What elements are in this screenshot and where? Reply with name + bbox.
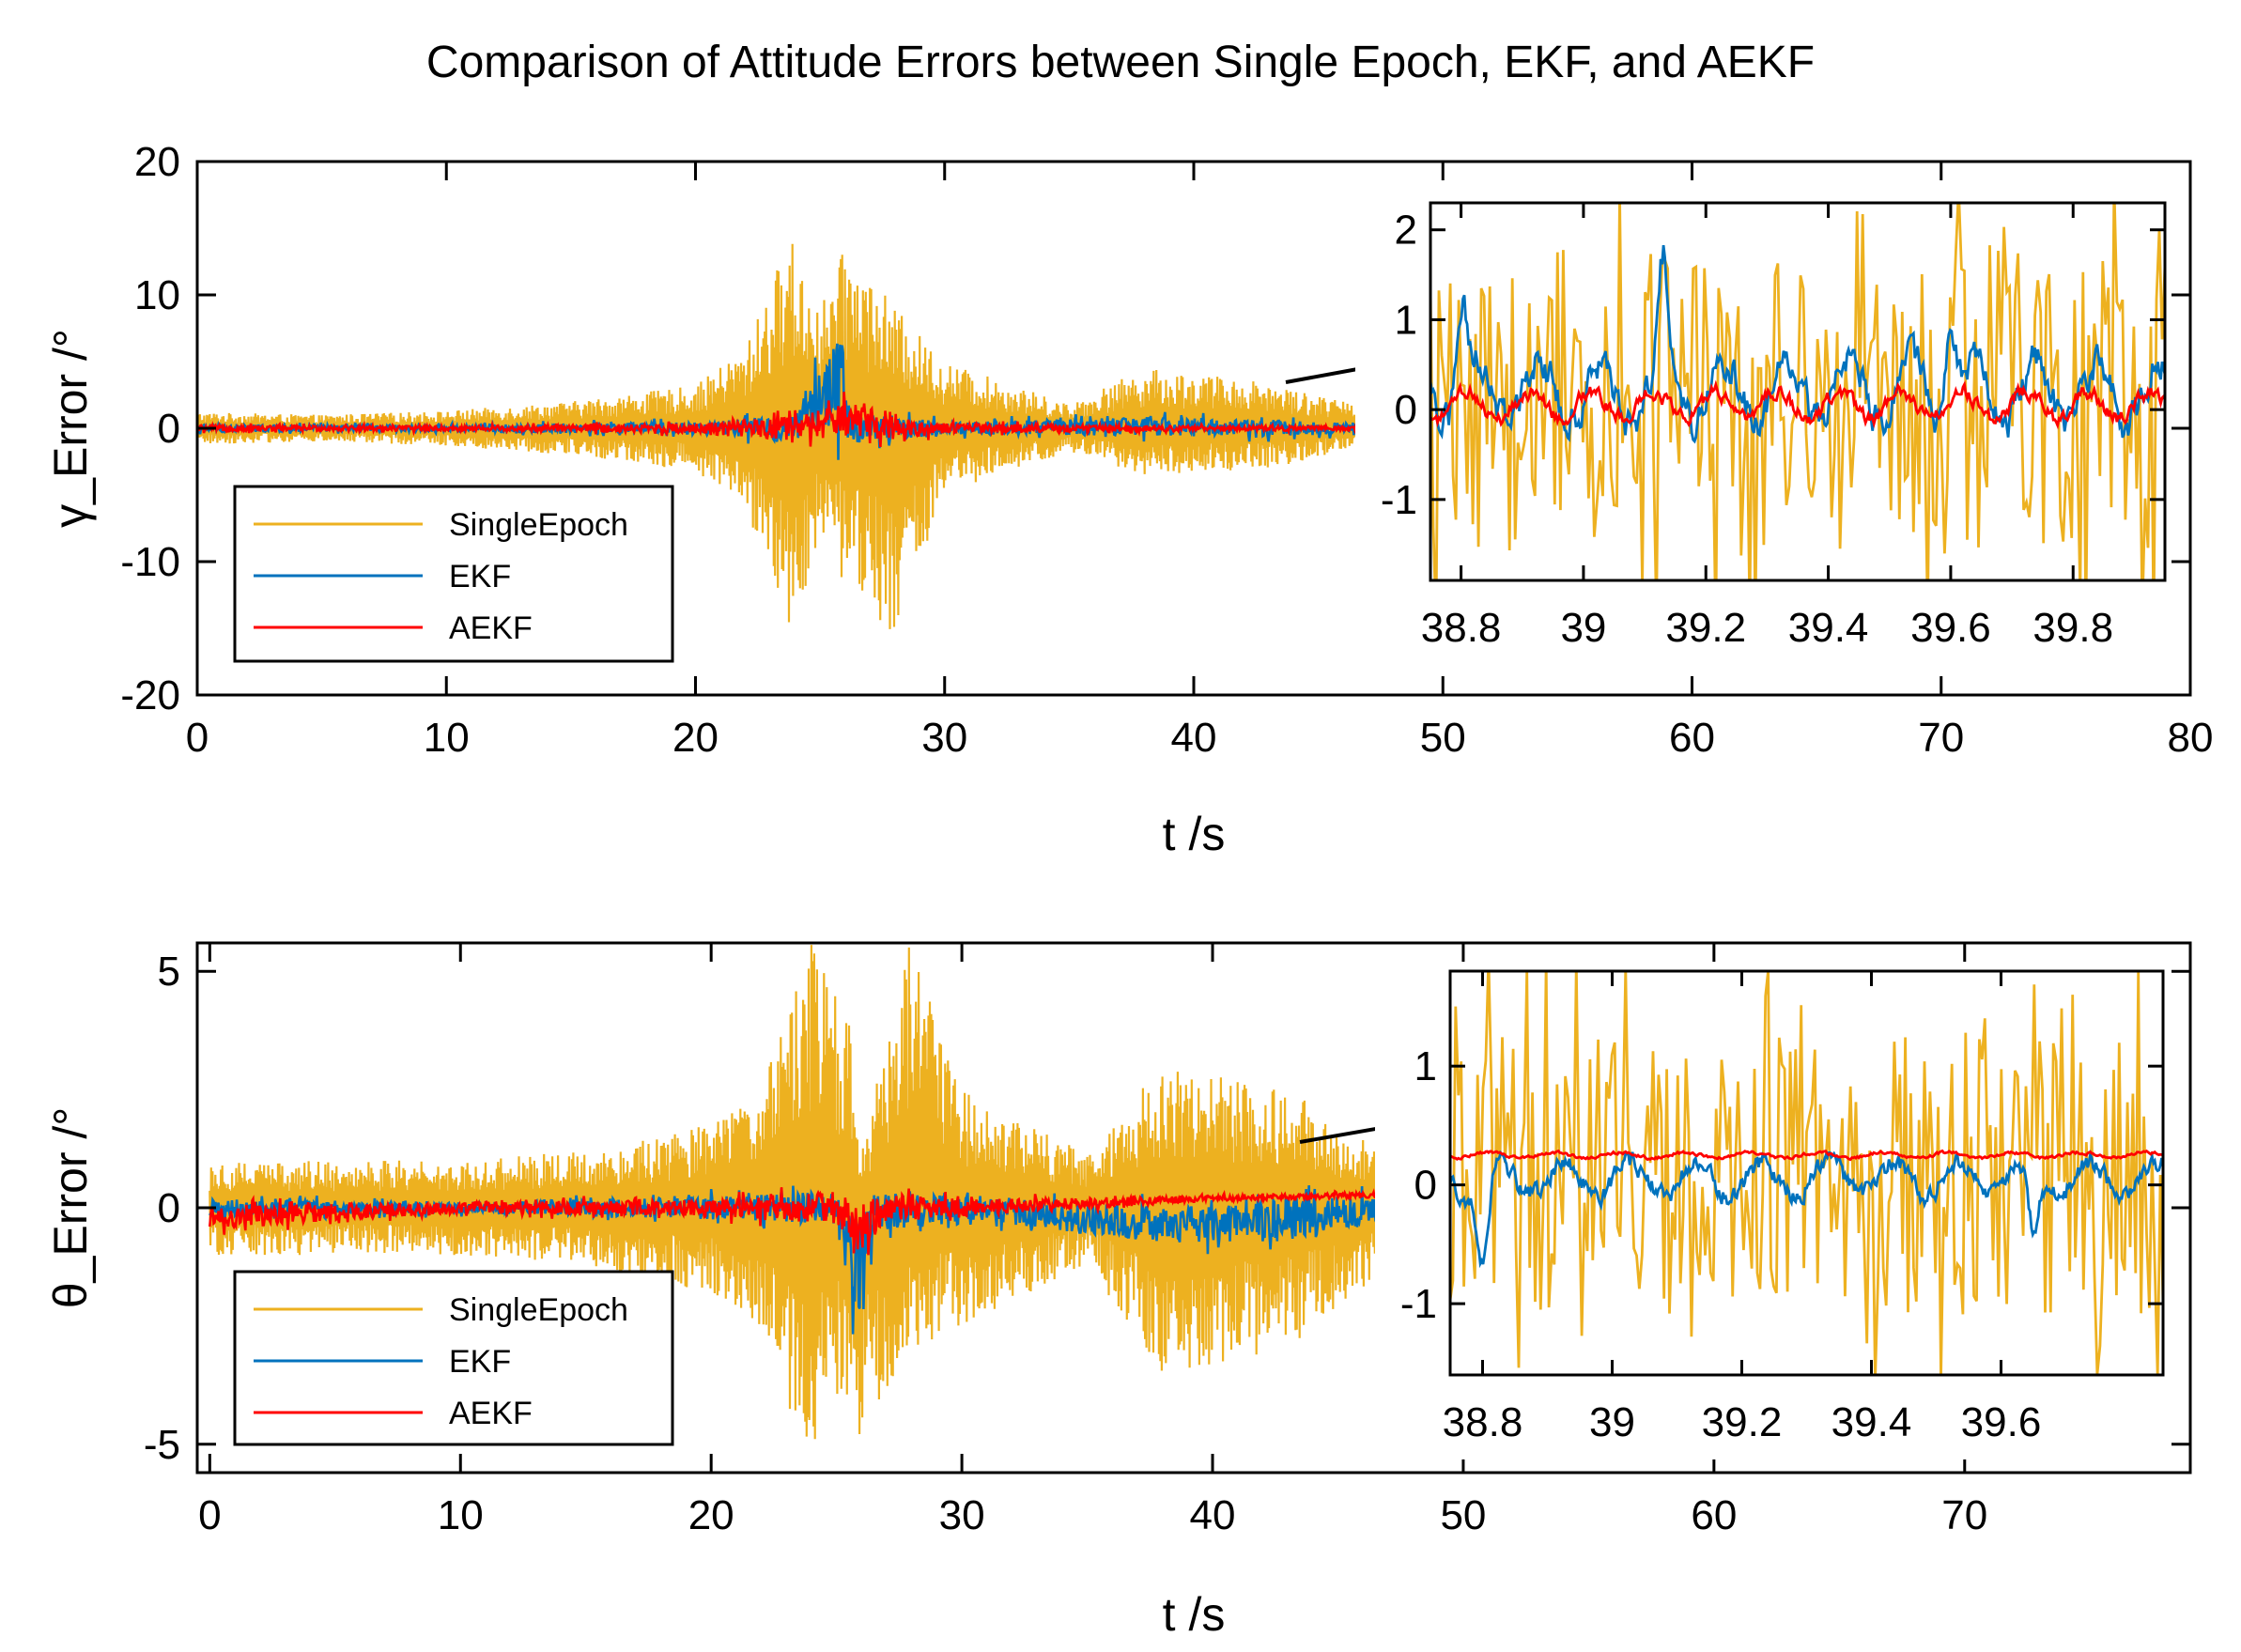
legend-label-aekf: AEKF: [449, 610, 533, 646]
inset-x-tick-label: 39.6: [1961, 1399, 2042, 1445]
legend-box: [233, 485, 674, 663]
y-axis-label: θ_Error /°: [44, 1107, 97, 1309]
x-tick-label: 30: [921, 715, 967, 761]
inset-x-tick-label: 39: [1560, 605, 1606, 651]
x-tick-label: 70: [1941, 1492, 1987, 1538]
x-axis-label: t /s: [1163, 1588, 1226, 1641]
x-axis-label: t /s: [1163, 808, 1226, 860]
x-tick-label: 20: [688, 1492, 734, 1538]
y-tick-label: -20: [120, 672, 180, 718]
series-singleepoch: [209, 945, 1464, 1440]
legend-box: [233, 1270, 674, 1446]
series-aekf: [197, 392, 1445, 447]
inset-x-tick-label: 39.4: [1788, 605, 1869, 651]
series-group: [197, 243, 1445, 629]
y-tick-label: 5: [158, 949, 180, 995]
x-tick-label: 40: [1171, 715, 1217, 761]
inset-x-tick-label: 39.8: [2032, 605, 2113, 651]
inset-series-aekf: [1430, 379, 2165, 430]
y-tick-label: 0: [158, 406, 180, 452]
inset-series-group: [1430, 203, 2165, 580]
x-tick-label: 50: [1440, 1492, 1486, 1538]
y-tick-label: -10: [120, 539, 180, 585]
x-tick-label: 60: [1691, 1492, 1737, 1538]
inset-x-tick-label: 38.8: [1421, 605, 1502, 651]
inset-x-tick-label: 39.2: [1702, 1399, 1783, 1445]
zoom-inset: 38.8 39 39.2 39.4 39.6 39.8 -1 0 1 2: [1355, 201, 2167, 665]
inset-axes-box: [1448, 969, 2165, 1377]
inset-series-ekf: [1450, 1149, 2163, 1269]
legend-label-ekf: EKF: [449, 1344, 511, 1380]
y-tick-label: -5: [144, 1422, 180, 1468]
inset-y-tick-label: -1: [1400, 1281, 1437, 1327]
inset-x-tick-label: 39.4: [1831, 1399, 1912, 1445]
inset-y-tick-label: 0: [1395, 387, 1417, 433]
legend-label-singleepoch: SingleEpoch: [449, 1292, 628, 1328]
inset-y-tick-label: 1: [1414, 1043, 1437, 1089]
inset-x-tick-label: 39.2: [1665, 605, 1746, 651]
zoom-inset: 38.8 39 39.2 39.4 39.6 -1 0 1: [1375, 969, 2165, 1459]
legend: SingleEpoch EKF AEKF: [233, 1270, 674, 1446]
legend-label-ekf: EKF: [449, 559, 511, 594]
inset-series-aekf: [1450, 1149, 2163, 1162]
x-tick-label: 0: [198, 1492, 221, 1538]
series-aekf: [209, 1187, 1465, 1256]
x-tick-label: 20: [672, 715, 719, 761]
inset-axes-box: [1429, 201, 2167, 582]
x-tick-label: 30: [939, 1492, 985, 1538]
y-tick-label: 0: [158, 1185, 180, 1231]
inset-y-tick-label: 1: [1395, 297, 1417, 343]
x-tick-label: 50: [1420, 715, 1466, 761]
x-tick-label: 10: [438, 1492, 484, 1538]
legend-label-aekf: AEKF: [449, 1396, 533, 1431]
legend-label-singleepoch: SingleEpoch: [449, 507, 628, 543]
inset-series-group: [1450, 971, 2163, 1375]
series-ekf: [197, 343, 1445, 460]
inset-y-tick-label: -1: [1381, 477, 1417, 523]
x-tick-label: 80: [2168, 715, 2214, 761]
inset-series-singleepoch: [1450, 971, 2163, 1375]
y-axis-label: γ_Error /°: [44, 329, 97, 528]
inset-series-ekf: [1430, 244, 2165, 444]
inset-y-tick-label: 0: [1414, 1163, 1437, 1209]
inset-x-tick-label: 38.8: [1443, 1399, 1523, 1445]
x-tick-label: 40: [1190, 1492, 1236, 1538]
x-tick-label: 10: [424, 715, 470, 761]
inset-x-tick-label: 39.6: [1910, 605, 1991, 651]
x-tick-label: 0: [186, 715, 209, 761]
inset-y-tick-label: 2: [1395, 208, 1417, 254]
series-group: [209, 945, 1465, 1440]
y-tick-label: 20: [134, 139, 180, 185]
x-tick-label: 60: [1669, 715, 1715, 761]
inset-x-tick-label: 39: [1589, 1399, 1635, 1445]
y-tick-label: 10: [134, 272, 180, 318]
figure-title: Comparison of Attitude Errors between Si…: [426, 38, 1815, 87]
x-tick-label: 70: [1918, 715, 1964, 761]
legend: SingleEpoch EKF AEKF: [233, 485, 674, 663]
